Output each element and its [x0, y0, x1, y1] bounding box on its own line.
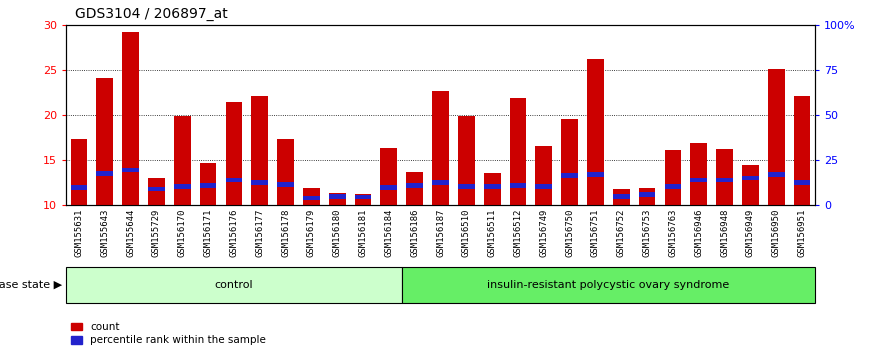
- Bar: [70, 185, 87, 189]
- Bar: [536, 184, 552, 189]
- Bar: [381, 185, 397, 189]
- Bar: [664, 184, 681, 189]
- Text: GSM155631: GSM155631: [75, 209, 84, 257]
- Bar: [458, 184, 475, 189]
- Text: GSM156752: GSM156752: [617, 209, 626, 257]
- Bar: [794, 181, 811, 185]
- Text: GSM156179: GSM156179: [307, 209, 316, 257]
- Bar: [587, 172, 603, 177]
- Bar: [200, 183, 217, 188]
- Bar: [329, 193, 345, 205]
- Text: GSM156176: GSM156176: [229, 209, 239, 257]
- Bar: [66, 267, 402, 303]
- Bar: [432, 91, 449, 205]
- Text: GSM156184: GSM156184: [384, 209, 393, 257]
- Bar: [484, 184, 500, 189]
- Bar: [148, 178, 165, 205]
- Text: GSM156949: GSM156949: [746, 209, 755, 257]
- Bar: [587, 59, 603, 205]
- Text: GSM156170: GSM156170: [178, 209, 187, 257]
- Bar: [639, 192, 655, 197]
- Text: GSM156750: GSM156750: [565, 209, 574, 257]
- Legend: count, percentile rank within the sample: count, percentile rank within the sample: [71, 322, 266, 345]
- Bar: [122, 32, 139, 205]
- Bar: [639, 188, 655, 205]
- Text: GSM156171: GSM156171: [204, 209, 212, 257]
- Bar: [148, 187, 165, 191]
- Bar: [484, 173, 500, 205]
- Bar: [251, 181, 268, 185]
- Text: GDS3104 / 206897_at: GDS3104 / 206897_at: [75, 7, 227, 21]
- Text: GSM156948: GSM156948: [720, 209, 729, 257]
- Text: GSM156186: GSM156186: [411, 209, 419, 257]
- Text: GSM156751: GSM156751: [591, 209, 600, 257]
- Text: GSM155643: GSM155643: [100, 209, 109, 257]
- Bar: [509, 183, 526, 188]
- Text: GSM156510: GSM156510: [462, 209, 470, 257]
- Text: GSM156178: GSM156178: [281, 209, 290, 257]
- Bar: [402, 267, 815, 303]
- Text: GSM155644: GSM155644: [126, 209, 135, 257]
- Text: GSM156180: GSM156180: [333, 209, 342, 257]
- Bar: [200, 163, 217, 205]
- Text: GSM156511: GSM156511: [488, 209, 497, 257]
- Text: GSM156187: GSM156187: [436, 209, 445, 257]
- Bar: [561, 173, 578, 178]
- Text: GSM156181: GSM156181: [359, 209, 367, 257]
- Bar: [355, 195, 372, 199]
- Bar: [278, 182, 294, 187]
- Bar: [716, 149, 733, 205]
- Bar: [355, 194, 372, 205]
- Bar: [406, 183, 423, 188]
- Text: GSM156512: GSM156512: [514, 209, 522, 257]
- Text: GSM156749: GSM156749: [539, 209, 548, 257]
- Text: GSM156177: GSM156177: [255, 209, 264, 257]
- Bar: [122, 168, 139, 172]
- Text: GSM155729: GSM155729: [152, 209, 161, 257]
- Bar: [96, 78, 113, 205]
- Text: GSM156753: GSM156753: [642, 209, 652, 257]
- Bar: [691, 178, 707, 182]
- Bar: [561, 119, 578, 205]
- Text: GSM156950: GSM156950: [772, 209, 781, 257]
- Bar: [174, 184, 190, 189]
- Bar: [303, 188, 320, 205]
- Bar: [536, 146, 552, 205]
- Bar: [664, 150, 681, 205]
- Bar: [251, 96, 268, 205]
- Bar: [174, 116, 190, 205]
- Bar: [70, 139, 87, 205]
- Bar: [509, 98, 526, 205]
- Bar: [278, 139, 294, 205]
- Bar: [458, 116, 475, 205]
- Text: control: control: [215, 280, 253, 290]
- Bar: [303, 196, 320, 200]
- Bar: [742, 176, 759, 181]
- Text: GSM156763: GSM156763: [669, 209, 677, 257]
- Bar: [613, 194, 630, 199]
- Bar: [96, 171, 113, 176]
- Bar: [381, 148, 397, 205]
- Text: GSM156951: GSM156951: [797, 209, 806, 257]
- Bar: [716, 178, 733, 182]
- Bar: [406, 172, 423, 205]
- Bar: [768, 69, 785, 205]
- Text: GSM156946: GSM156946: [694, 209, 703, 257]
- Bar: [742, 165, 759, 205]
- Bar: [613, 189, 630, 205]
- Text: insulin-resistant polycystic ovary syndrome: insulin-resistant polycystic ovary syndr…: [487, 280, 729, 290]
- Bar: [691, 143, 707, 205]
- Bar: [768, 172, 785, 177]
- Bar: [226, 102, 242, 205]
- Bar: [329, 194, 345, 199]
- Bar: [794, 96, 811, 205]
- Bar: [432, 181, 449, 185]
- Text: disease state ▶: disease state ▶: [0, 280, 62, 290]
- Bar: [226, 178, 242, 182]
